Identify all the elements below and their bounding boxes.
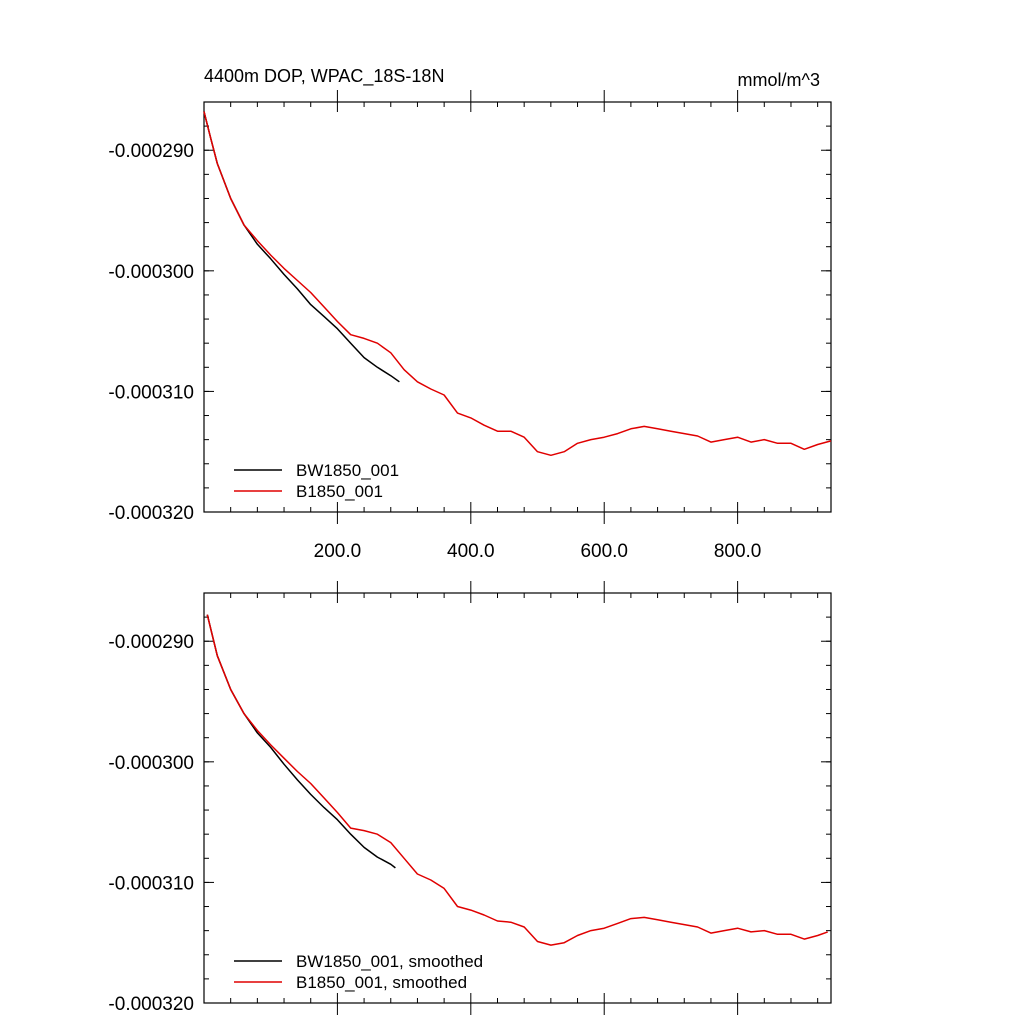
x-tick-label: 200.0 [314, 541, 362, 562]
y-tick-label: -0.000290 [108, 632, 194, 653]
legend-label-bw1850: BW1850_001 [296, 461, 399, 480]
top-panel: -0.000290 -0.000300 -0.000310 -0.000320 200.… [108, 90, 832, 562]
y-tick-label: -0.000300 [108, 753, 194, 774]
top-legend: BW1850_001 B1850_001 [234, 461, 399, 501]
y-tick-label: -0.000320 [108, 994, 194, 1015]
legend-label-b1850-smoothed: B1850_001, smoothed [296, 973, 467, 992]
units-label: mmol/m^3 [738, 70, 820, 90]
x-tick-label: 800.0 [714, 541, 762, 562]
bottom-plot-frame [203, 592, 832, 1004]
y-tick-label: -0.000290 [108, 141, 194, 162]
series-line-b1850-001 [203, 111, 832, 457]
x-tick-label: 400.0 [447, 541, 495, 562]
y-tick-label: -0.000310 [108, 873, 194, 894]
top-plot-frame [203, 101, 832, 513]
legend-label-b1850: B1850_001 [296, 482, 383, 501]
series-line-bw1850-001-smoothed [206, 614, 396, 869]
series-line-b1850-001-smoothed [206, 614, 828, 946]
y-tick-label: -0.000310 [108, 382, 194, 403]
y-tick-label: -0.000300 [108, 262, 194, 283]
x-tick-label: 600.0 [580, 541, 628, 562]
bottom-panel: -0.000290 -0.000300 -0.000310 -0.000320 BW1… [108, 581, 832, 1015]
bottom-legend: BW1850_001, smoothed B1850_001, smoothed [234, 952, 483, 992]
legend-label-bw1850-smoothed: BW1850_001, smoothed [296, 952, 483, 971]
chart-title: 4400m DOP, WPAC_18S-18N [204, 66, 444, 87]
y-tick-label: -0.000320 [108, 503, 194, 524]
